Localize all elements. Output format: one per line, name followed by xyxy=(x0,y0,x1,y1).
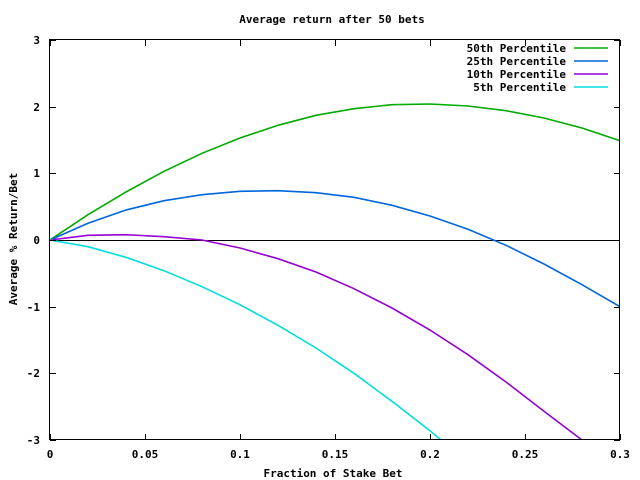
x-tick-label: 0.05 xyxy=(132,448,159,461)
chart-title: Average return after 50 bets xyxy=(239,13,424,26)
y-tick-label: 1 xyxy=(33,167,40,180)
legend-label-2: 25th Percentile xyxy=(467,55,567,68)
x-tick-label: 0.3 xyxy=(610,448,630,461)
plot-frame xyxy=(49,39,620,440)
legend-label-1: 50th Percentile xyxy=(467,42,567,55)
series-line-1 xyxy=(50,103,620,241)
x-tick-label: 0.1 xyxy=(230,448,250,461)
y-axis-label: Average % Return/Bet xyxy=(7,173,20,305)
x-tick-label: 0.25 xyxy=(512,448,539,461)
y-tick-label: -1 xyxy=(27,301,41,314)
series-line-4 xyxy=(50,239,443,440)
x-axis-label: Fraction of Stake Bet xyxy=(263,467,402,480)
y-tick-label: 0 xyxy=(33,234,40,247)
series-line-3 xyxy=(50,233,584,440)
plot-area xyxy=(50,103,620,440)
x-tick-label: 0.15 xyxy=(322,448,349,461)
legend-label-4: 5th Percentile xyxy=(473,81,566,94)
x-tick-label: 0 xyxy=(47,448,54,461)
x-tick-label: 0.2 xyxy=(420,448,440,461)
series-line-2 xyxy=(50,189,620,308)
legend-label-3: 10th Percentile xyxy=(467,68,567,81)
axis-ticks: 0 0.05 0.1 0.15 0.2 0.25 0.3 -3 -2 -1 0 1 2 3 xyxy=(27,34,630,461)
y-tick-label: 3 xyxy=(33,34,40,47)
y-tick-label: -2 xyxy=(27,367,40,380)
y-tick-label: -3 xyxy=(27,434,40,447)
y-tick-label: 2 xyxy=(33,101,40,114)
